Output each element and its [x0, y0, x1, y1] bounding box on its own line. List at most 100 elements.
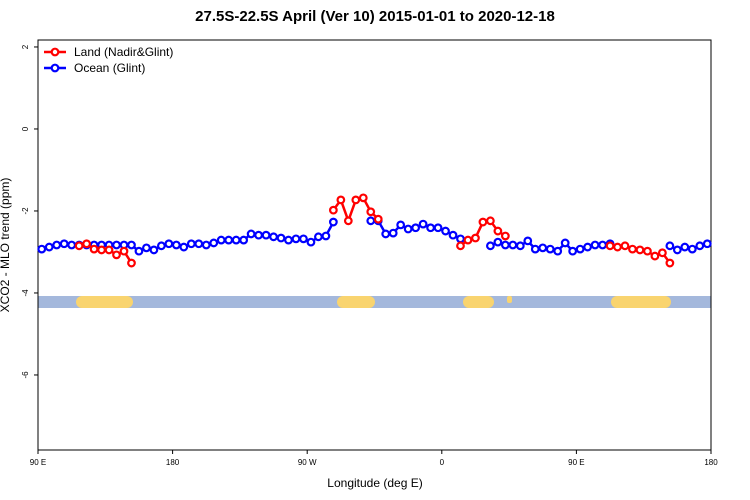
- x-tick-label: 90 E: [30, 458, 46, 467]
- point: [343, 216, 353, 226]
- point: [52, 240, 62, 250]
- point: [224, 235, 234, 245]
- point: [284, 235, 293, 245]
- point: [82, 239, 92, 249]
- legend-label: Ocean (Glint): [74, 61, 145, 75]
- point: [366, 216, 376, 226]
- point: [112, 240, 121, 250]
- y-tick-label: -2: [21, 207, 30, 215]
- point: [127, 258, 136, 268]
- point: [388, 228, 398, 238]
- x-tick-label: 0: [440, 458, 445, 467]
- point: [396, 220, 406, 230]
- point: [358, 193, 368, 203]
- point: [59, 239, 69, 249]
- point: [643, 246, 652, 256]
- land-patch: [463, 296, 494, 308]
- land-patch: [76, 296, 133, 308]
- point: [508, 240, 518, 250]
- point: [156, 241, 166, 251]
- point: [336, 195, 346, 205]
- point: [239, 235, 249, 245]
- point: [605, 241, 615, 251]
- point: [194, 239, 204, 249]
- point: [104, 245, 114, 255]
- point: [269, 232, 278, 242]
- point: [583, 242, 593, 252]
- series: [37, 216, 712, 256]
- point: [665, 241, 675, 251]
- point: [702, 239, 712, 249]
- point: [314, 232, 323, 242]
- point: [149, 245, 159, 255]
- point: [463, 235, 473, 245]
- point: [665, 258, 675, 268]
- point: [530, 244, 540, 254]
- point: [186, 239, 196, 249]
- point: [672, 245, 682, 255]
- point: [657, 248, 667, 258]
- point: [441, 226, 450, 236]
- point: [478, 217, 488, 227]
- point: [306, 237, 316, 247]
- point: [366, 207, 376, 217]
- point: [456, 234, 465, 244]
- point: [486, 241, 495, 251]
- point: [201, 240, 211, 250]
- point: [74, 241, 84, 251]
- point: [276, 233, 286, 243]
- point: [291, 234, 301, 244]
- point: [328, 217, 338, 227]
- y-tick-label: 0: [21, 126, 30, 131]
- point: [613, 242, 622, 252]
- point: [112, 250, 121, 260]
- land-patch: [611, 296, 671, 308]
- point: [545, 244, 555, 254]
- point: [127, 240, 136, 250]
- y-tick-label: -6: [21, 371, 30, 379]
- point: [119, 246, 129, 256]
- point: [321, 231, 331, 241]
- point: [37, 244, 47, 254]
- point: [695, 241, 705, 251]
- point: [598, 240, 607, 250]
- point: [67, 240, 77, 250]
- point: [373, 214, 383, 224]
- point: [500, 231, 510, 241]
- point: [575, 244, 585, 254]
- y-tick-label: -4: [21, 289, 30, 297]
- point: [523, 236, 533, 246]
- point: [620, 241, 630, 251]
- land-patch: [507, 296, 512, 303]
- surface-strip: [38, 296, 711, 308]
- point: [590, 240, 600, 250]
- point: [142, 243, 151, 253]
- x-tick-label: 90 W: [298, 458, 317, 467]
- point: [426, 223, 435, 233]
- point: [560, 238, 570, 248]
- y-tick-label: 2: [21, 44, 30, 49]
- x-tick-label: 90 E: [568, 458, 584, 467]
- point: [179, 242, 189, 252]
- x-axis-label: Longitude (deg E): [327, 476, 422, 490]
- point: [568, 246, 578, 256]
- point: [231, 235, 241, 245]
- point: [299, 234, 308, 244]
- point: [433, 223, 443, 233]
- point: [515, 241, 525, 251]
- point: [328, 205, 338, 215]
- point: [493, 237, 503, 247]
- point: [628, 244, 637, 254]
- point: [553, 246, 563, 256]
- series: [74, 193, 675, 268]
- point: [209, 238, 219, 248]
- point: [538, 243, 548, 253]
- point: [403, 224, 413, 234]
- point: [471, 233, 480, 243]
- point: [486, 216, 495, 226]
- point: [216, 235, 226, 245]
- point: [381, 229, 391, 239]
- point: [246, 229, 256, 239]
- legend-marker: [50, 47, 60, 57]
- point: [680, 242, 690, 252]
